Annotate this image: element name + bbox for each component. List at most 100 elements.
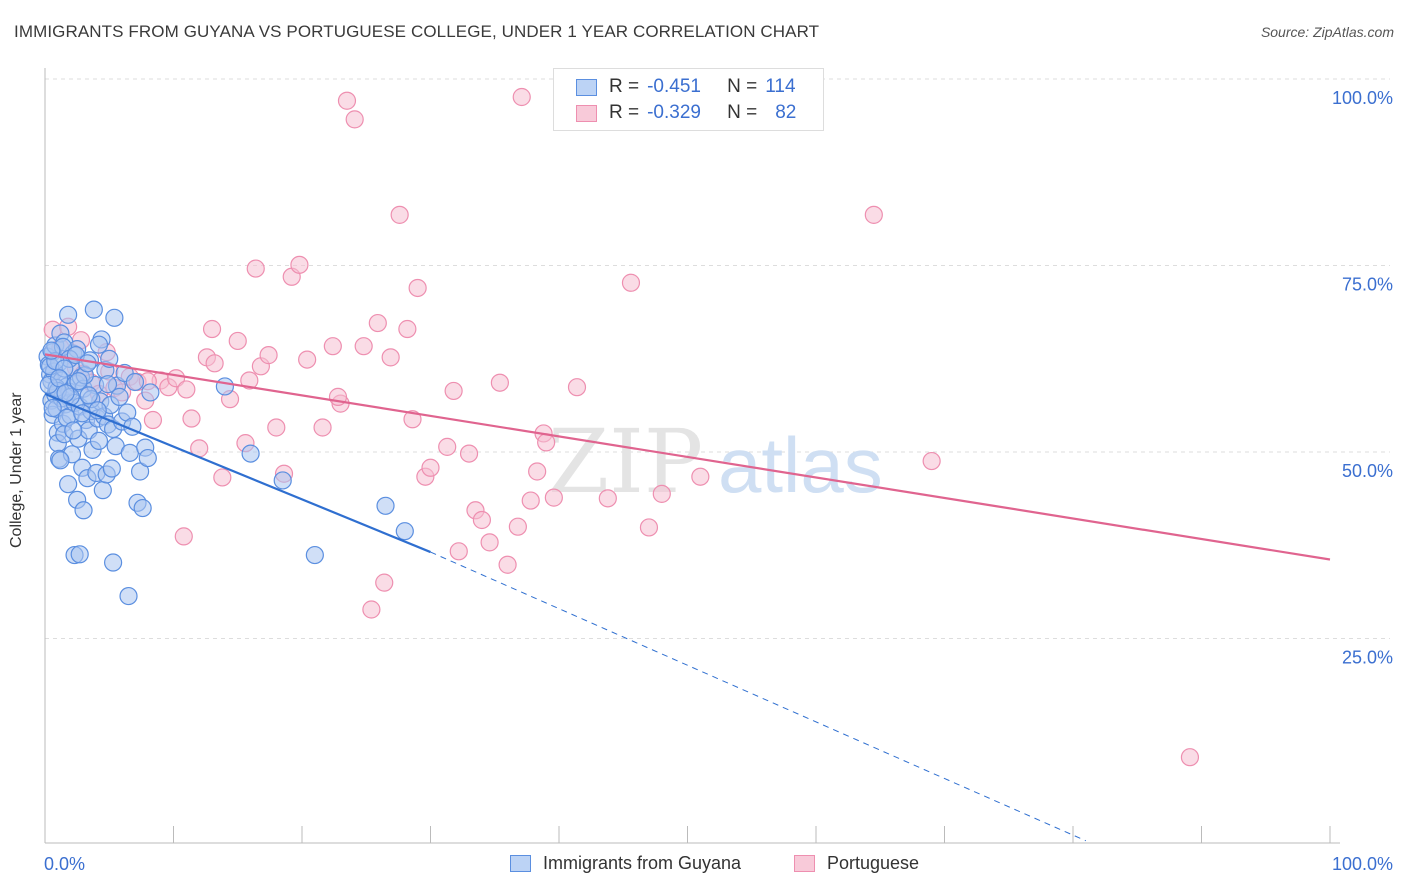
legend-n-label: N =	[727, 76, 758, 97]
portuguese-point	[567, 378, 587, 397]
guyana-point	[138, 448, 157, 468]
legend-n-value: 82	[775, 102, 797, 123]
guyana-point	[64, 421, 83, 440]
portuguese-point	[381, 348, 400, 367]
portuguese-point	[922, 451, 941, 471]
y-tick-label: 75.0%	[1342, 275, 1393, 295]
portuguese-point	[403, 410, 422, 429]
guyana-point	[241, 444, 260, 463]
x-tick-label-min: 0.0%	[44, 854, 85, 874]
bottom-legend-portuguese: Portuguese	[794, 853, 919, 874]
watermark-zip: ZIP	[548, 410, 703, 513]
portuguese-point	[598, 489, 617, 508]
portuguese-point	[480, 533, 499, 552]
legend-row-guyana: R = -0.451 N = 114	[576, 76, 796, 98]
portuguese-point	[182, 409, 201, 428]
bottom-legend-label-portuguese: Portuguese	[827, 853, 920, 873]
guyana-point	[395, 522, 414, 541]
guyana-point	[133, 498, 152, 518]
portuguese-point	[459, 444, 479, 463]
guyana-trend-line	[44, 392, 431, 554]
portuguese-point	[362, 600, 381, 619]
legend-r-label: R =	[609, 76, 640, 97]
portuguese-point	[313, 418, 332, 437]
correlation-legend: R = -0.451 N = 114 R = -0.329 N = 82	[553, 68, 824, 131]
guyana-point	[93, 481, 112, 500]
legend-n-value: 114	[765, 76, 796, 97]
guyana-point	[104, 553, 123, 572]
guyana-point	[78, 354, 97, 373]
guyana-point	[43, 398, 62, 418]
portuguese-point	[240, 371, 259, 390]
watermark: ZIP atlas	[548, 410, 883, 513]
legend-swatch-portuguese	[576, 104, 597, 122]
guyana-point	[102, 459, 121, 478]
portuguese-point	[228, 331, 247, 351]
portuguese-point	[345, 110, 364, 129]
portuguese-point	[512, 87, 531, 107]
guyana-point	[130, 462, 150, 481]
axes	[44, 68, 1340, 844]
portuguese-point	[544, 488, 563, 507]
guyana-point	[69, 372, 88, 391]
legend-r-label: R =	[609, 102, 640, 123]
portuguese-point	[864, 205, 883, 224]
legend-swatch-guyana	[576, 78, 597, 96]
guyana-point	[84, 300, 103, 319]
y-tick-label: 50.0%	[1342, 461, 1393, 481]
portuguese-point	[213, 468, 232, 487]
portuguese-point	[290, 255, 309, 274]
gridlines	[45, 78, 1390, 639]
watermark-atlas: atlas	[718, 421, 883, 509]
portuguese-point	[490, 373, 509, 392]
guyana-point	[59, 475, 78, 494]
guyana-point	[125, 372, 145, 392]
portuguese-point	[398, 319, 417, 339]
guyana-point	[74, 501, 93, 520]
source-label: Source: ZipAtlas.com	[1260, 24, 1394, 40]
guyana-point	[98, 375, 118, 394]
portuguese-point	[354, 337, 373, 356]
guyana-point	[89, 335, 109, 354]
portuguese-point	[259, 346, 278, 365]
portuguese-point	[174, 527, 193, 546]
bottom-legend-guyana: Immigrants from Guyana	[510, 853, 741, 874]
portuguese-point	[375, 573, 394, 592]
y-tick-label: 100.0%	[1332, 88, 1393, 108]
portuguese-point	[639, 518, 659, 537]
portuguese-point	[652, 484, 671, 503]
portuguese-point	[390, 205, 409, 224]
bottom-legend-label-guyana: Immigrants from Guyana	[543, 853, 742, 873]
portuguese-point	[298, 350, 317, 369]
portuguese-point	[246, 259, 265, 278]
portuguese-point	[202, 319, 222, 339]
portuguese-point	[323, 337, 342, 356]
portuguese-point	[528, 462, 547, 481]
guyana-point	[273, 471, 292, 490]
y-tick-label: 25.0%	[1342, 648, 1393, 668]
portuguese-point	[449, 542, 468, 561]
portuguese-point	[368, 313, 387, 333]
bottom-legend-swatch-portuguese	[794, 855, 815, 872]
portuguese-point	[267, 418, 286, 437]
guyana-point	[376, 496, 395, 515]
portuguese-point	[521, 491, 540, 510]
portuguese-point	[444, 381, 463, 401]
guyana-point	[119, 586, 138, 606]
portuguese-point	[205, 354, 224, 373]
guyana-point	[110, 387, 129, 406]
x-tick-label-max: 100.0%	[1332, 854, 1393, 874]
legend-n-label: N =	[727, 102, 758, 123]
portuguese-point	[337, 91, 357, 110]
portuguese-point	[421, 458, 440, 477]
guyana-point	[70, 545, 89, 564]
guyana-point	[51, 451, 70, 470]
trend-lines	[44, 353, 1331, 842]
portuguese-trend-line	[44, 353, 1331, 561]
guyana-point	[120, 443, 139, 462]
bottom-legend-swatch-guyana	[510, 855, 531, 872]
portuguese-point	[472, 510, 491, 530]
portuguese-point	[537, 433, 556, 452]
guyana-point	[105, 308, 124, 327]
portuguese-point	[438, 437, 457, 456]
